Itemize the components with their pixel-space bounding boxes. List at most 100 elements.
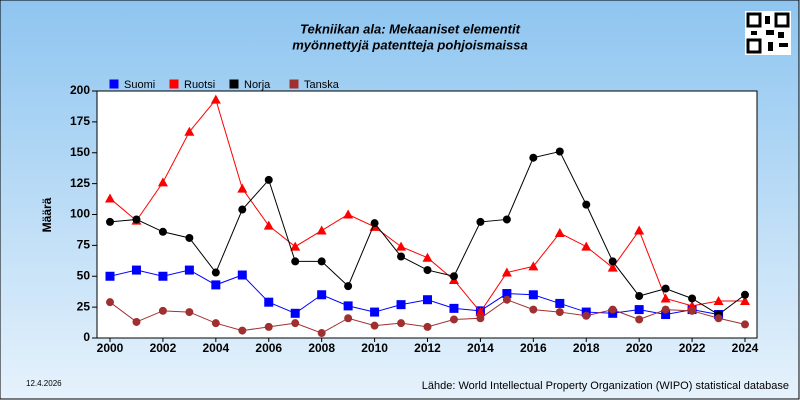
y-tick-label: 200 bbox=[70, 83, 90, 97]
x-tick-label: 2006 bbox=[255, 341, 282, 355]
y-tick-label: 75 bbox=[77, 238, 91, 252]
marker bbox=[715, 314, 723, 322]
x-tick-label: 2020 bbox=[626, 341, 653, 355]
date: 12.4.2026 bbox=[26, 379, 62, 388]
marker bbox=[582, 201, 590, 209]
marker bbox=[106, 218, 114, 226]
marker bbox=[635, 292, 643, 300]
marker bbox=[211, 280, 220, 289]
y-axis-label: Määrä bbox=[40, 197, 54, 232]
marker bbox=[449, 304, 458, 313]
marker bbox=[318, 329, 326, 337]
marker bbox=[397, 300, 406, 309]
legend-label: Ruotsi bbox=[184, 79, 215, 91]
marker bbox=[370, 308, 379, 317]
marker bbox=[476, 218, 484, 226]
source: Lähde: World Intellectual Property Organ… bbox=[422, 380, 789, 392]
x-tick-label: 2014 bbox=[467, 341, 494, 355]
marker bbox=[185, 308, 193, 316]
marker bbox=[371, 219, 379, 227]
y-tick-label: 0 bbox=[83, 330, 90, 344]
marker bbox=[132, 266, 141, 275]
marker bbox=[291, 319, 299, 327]
marker bbox=[556, 308, 564, 316]
x-tick-label: 2016 bbox=[520, 341, 547, 355]
marker bbox=[450, 315, 458, 323]
marker bbox=[318, 257, 326, 265]
marker bbox=[185, 266, 194, 275]
marker bbox=[212, 319, 220, 327]
marker bbox=[290, 80, 299, 89]
marker bbox=[110, 80, 119, 89]
marker bbox=[741, 291, 749, 299]
marker bbox=[529, 154, 537, 162]
marker bbox=[397, 319, 405, 327]
x-tick-label: 2002 bbox=[150, 341, 177, 355]
marker bbox=[265, 323, 273, 331]
marker bbox=[556, 148, 564, 156]
x-tick-label: 2000 bbox=[97, 341, 124, 355]
marker bbox=[423, 295, 432, 304]
chart-subtitle: myönnettyjä patentteja pohjoismaissa bbox=[292, 37, 528, 52]
x-tick-label: 2022 bbox=[679, 341, 706, 355]
marker bbox=[132, 318, 140, 326]
marker bbox=[185, 234, 193, 242]
marker bbox=[230, 80, 239, 89]
legend-label: Tanska bbox=[304, 79, 340, 91]
marker bbox=[238, 327, 246, 335]
marker bbox=[424, 266, 432, 274]
marker bbox=[424, 323, 432, 331]
marker bbox=[529, 290, 538, 299]
marker bbox=[265, 176, 273, 184]
marker bbox=[609, 306, 617, 314]
marker bbox=[397, 252, 405, 260]
y-tick-label: 50 bbox=[77, 268, 91, 282]
marker bbox=[106, 272, 115, 281]
marker bbox=[635, 305, 644, 314]
qr-code bbox=[745, 11, 791, 55]
marker bbox=[158, 272, 167, 281]
marker bbox=[212, 269, 220, 277]
marker bbox=[555, 299, 564, 308]
y-tick-label: 100 bbox=[70, 207, 90, 221]
marker bbox=[344, 282, 352, 290]
marker bbox=[238, 271, 247, 280]
marker bbox=[503, 215, 511, 223]
marker bbox=[662, 285, 670, 293]
y-tick-label: 150 bbox=[70, 145, 90, 159]
y-tick-label: 175 bbox=[70, 114, 90, 128]
marker bbox=[450, 272, 458, 280]
marker bbox=[159, 228, 167, 236]
marker bbox=[529, 306, 537, 314]
marker bbox=[609, 257, 617, 265]
x-tick-label: 2012 bbox=[414, 341, 441, 355]
legend-label: Suomi bbox=[124, 79, 155, 91]
marker bbox=[635, 315, 643, 323]
x-tick-label: 2010 bbox=[361, 341, 388, 355]
x-tick-label: 2008 bbox=[308, 341, 335, 355]
marker bbox=[344, 314, 352, 322]
marker bbox=[317, 290, 326, 299]
marker bbox=[106, 298, 114, 306]
x-tick-label: 2004 bbox=[202, 341, 229, 355]
x-tick-label: 2018 bbox=[573, 341, 600, 355]
marker bbox=[741, 320, 749, 328]
marker bbox=[159, 307, 167, 315]
marker bbox=[291, 309, 300, 318]
y-tick-label: 25 bbox=[77, 299, 91, 313]
marker bbox=[503, 296, 511, 304]
marker bbox=[476, 314, 484, 322]
marker bbox=[688, 307, 696, 315]
y-tick-label: 125 bbox=[70, 176, 90, 190]
marker bbox=[662, 306, 670, 314]
marker bbox=[344, 301, 353, 310]
marker bbox=[582, 312, 590, 320]
marker bbox=[371, 322, 379, 330]
marker bbox=[291, 257, 299, 265]
marker bbox=[170, 80, 179, 89]
x-tick-label: 2024 bbox=[732, 341, 759, 355]
marker bbox=[238, 206, 246, 214]
marker bbox=[264, 298, 273, 307]
marker bbox=[688, 294, 696, 302]
